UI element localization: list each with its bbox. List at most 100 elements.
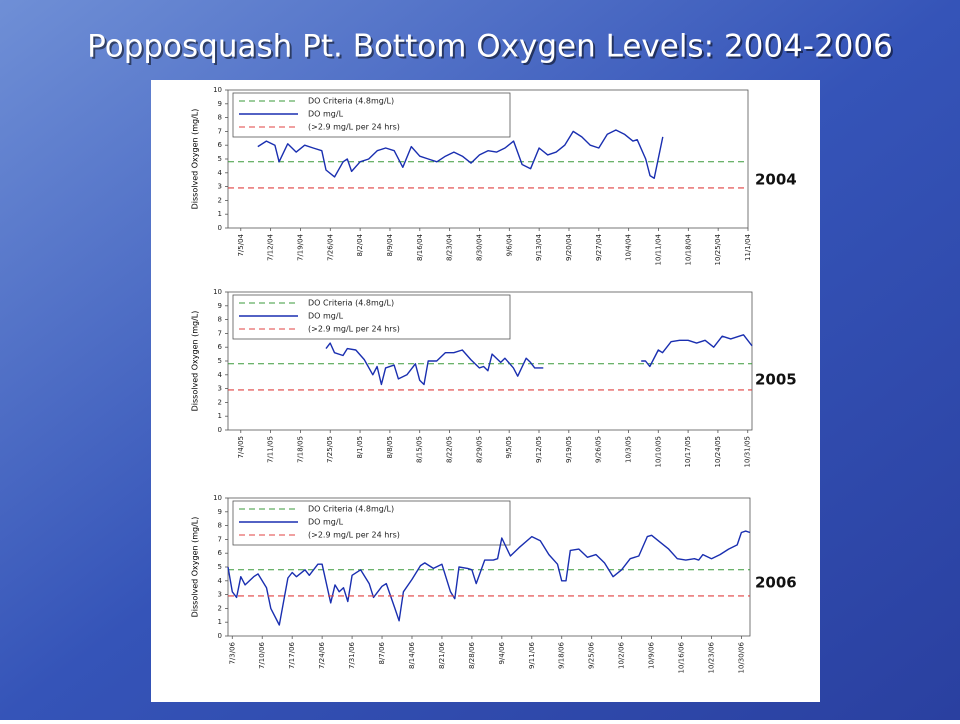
- y-tick-label: 3: [218, 183, 222, 191]
- y-tick-label: 4: [218, 169, 223, 177]
- y-tick-label: 7: [218, 329, 222, 337]
- legend-label: (>2.9 mg/L per 24 hrs): [308, 123, 400, 132]
- x-tick-label: 9/4/06: [498, 641, 506, 664]
- x-tick-label: 8/1/05: [356, 436, 364, 459]
- y-tick-label: 0: [218, 632, 222, 640]
- y-tick-label: 4: [218, 577, 223, 585]
- y-axis-label: Dissolved Oxygen (mg/L): [191, 109, 200, 210]
- x-tick-label: 8/29/05: [475, 436, 483, 463]
- y-tick-label: 10: [213, 288, 222, 296]
- x-tick-label: 7/31/06: [348, 641, 356, 669]
- x-tick-label: 9/26/05: [595, 436, 603, 463]
- y-tick-label: 3: [218, 591, 222, 599]
- y-tick-label: 7: [218, 535, 222, 543]
- do-line: [325, 334, 753, 386]
- x-tick-label: 10/25/04: [714, 233, 722, 265]
- y-tick-label: 0: [218, 426, 222, 434]
- y-tick-label: 4: [218, 371, 223, 379]
- y-tick-label: 2: [218, 196, 222, 204]
- y-tick-label: 10: [213, 86, 222, 94]
- x-tick-label: 10/30/06: [737, 641, 745, 673]
- y-tick-label: 6: [218, 343, 223, 351]
- y-tick-label: 0: [218, 224, 222, 232]
- x-tick-label: 10/16/06: [678, 641, 686, 673]
- x-tick-label: 10/11/04: [654, 233, 662, 265]
- x-tick-label: 9/20/04: [565, 233, 573, 261]
- legend-label: DO Criteria (4.8mg/L): [308, 299, 394, 308]
- legend-label: DO mg/L: [308, 518, 344, 527]
- chart-panel: [151, 80, 820, 702]
- x-tick-label: 10/24/05: [714, 436, 722, 467]
- x-tick-label: 7/24/06: [318, 641, 326, 669]
- legend-label: DO Criteria (4.8mg/L): [308, 505, 394, 514]
- x-tick-label: 9/11/06: [528, 641, 536, 669]
- x-tick-label: 7/12/04: [267, 233, 275, 261]
- y-tick-label: 3: [218, 385, 222, 393]
- y-tick-label: 1: [218, 618, 222, 626]
- x-tick-label: 8/30/04: [475, 233, 483, 261]
- y-tick-label: 9: [218, 302, 222, 310]
- x-tick-label: 7/19/04: [296, 233, 304, 261]
- x-tick-label: 10/17/05: [684, 436, 692, 467]
- year-label: 2004: [755, 171, 797, 189]
- x-tick-label: 10/9/06: [648, 641, 656, 669]
- x-tick-label: 8/7/06: [378, 641, 386, 664]
- y-tick-label: 2: [218, 398, 222, 406]
- y-tick-label: 6: [218, 141, 223, 149]
- x-tick-label: 9/25/06: [588, 641, 596, 669]
- x-tick-label: 7/26/04: [326, 233, 334, 261]
- x-tick-label: 8/23/04: [446, 233, 454, 261]
- x-tick-label: 11/1/04: [744, 233, 752, 261]
- year-label: 2005: [755, 371, 797, 389]
- x-tick-label: 9/18/06: [558, 641, 566, 669]
- y-tick-label: 6: [218, 549, 223, 557]
- year-label: 2006: [755, 574, 797, 592]
- x-tick-label: 8/22/05: [446, 436, 454, 463]
- x-tick-label: 8/9/04: [386, 233, 394, 256]
- x-tick-label: 8/15/05: [416, 436, 424, 463]
- y-tick-label: 1: [218, 412, 222, 420]
- legend-label: DO mg/L: [308, 110, 344, 119]
- y-tick-label: 9: [218, 100, 222, 108]
- x-tick-label: 8/8/05: [386, 436, 394, 459]
- y-tick-label: 5: [218, 155, 222, 163]
- x-tick-label: 7/3/06: [228, 641, 236, 664]
- x-tick-label: 8/16/04: [416, 233, 424, 261]
- x-tick-label: 8/28/06: [468, 641, 476, 669]
- legend-label: DO Criteria (4.8mg/L): [308, 97, 394, 106]
- x-tick-label: 7/10/06: [258, 641, 266, 669]
- y-tick-label: 5: [218, 357, 222, 365]
- x-tick-label: 9/13/04: [535, 233, 543, 261]
- x-tick-label: 8/2/04: [356, 233, 364, 256]
- y-tick-label: 8: [218, 316, 222, 324]
- x-tick-label: 10/4/04: [625, 233, 633, 261]
- x-tick-label: 10/3/05: [624, 436, 632, 463]
- x-tick-label: 9/19/05: [565, 436, 573, 463]
- x-tick-label: 10/31/05: [744, 436, 752, 467]
- legend-box: [232, 294, 511, 340]
- x-tick-label: 10/2/06: [618, 641, 626, 669]
- legend-label: (>2.9 mg/L per 24 hrs): [308, 531, 400, 540]
- title-shadow: Popposquash Pt. Bottom Oxygen Levels: 20…: [89, 31, 895, 67]
- legend-label: (>2.9 mg/L per 24 hrs): [308, 325, 400, 334]
- do-line: [257, 129, 664, 179]
- x-tick-label: 7/17/06: [288, 641, 296, 669]
- x-tick-label: 8/14/06: [408, 641, 416, 669]
- y-tick-label: 2: [218, 604, 222, 612]
- x-tick-label: 7/11/05: [267, 436, 275, 463]
- y-tick-label: 8: [218, 522, 222, 530]
- x-tick-label: 7/18/05: [296, 436, 304, 463]
- legend-label: DO mg/L: [308, 312, 344, 321]
- x-tick-label: 7/4/05: [237, 436, 245, 459]
- legend-box: [232, 92, 511, 138]
- x-tick-label: 9/5/05: [505, 436, 513, 459]
- x-tick-label: 8/21/06: [438, 641, 446, 669]
- x-tick-label: 10/10/05: [654, 436, 662, 467]
- y-tick-label: 10: [213, 494, 222, 502]
- y-tick-label: 9: [218, 508, 222, 516]
- x-tick-label: 10/18/04: [684, 233, 692, 265]
- x-tick-label: 10/23/06: [707, 641, 715, 673]
- y-tick-label: 5: [218, 563, 222, 571]
- do-line: [227, 530, 751, 626]
